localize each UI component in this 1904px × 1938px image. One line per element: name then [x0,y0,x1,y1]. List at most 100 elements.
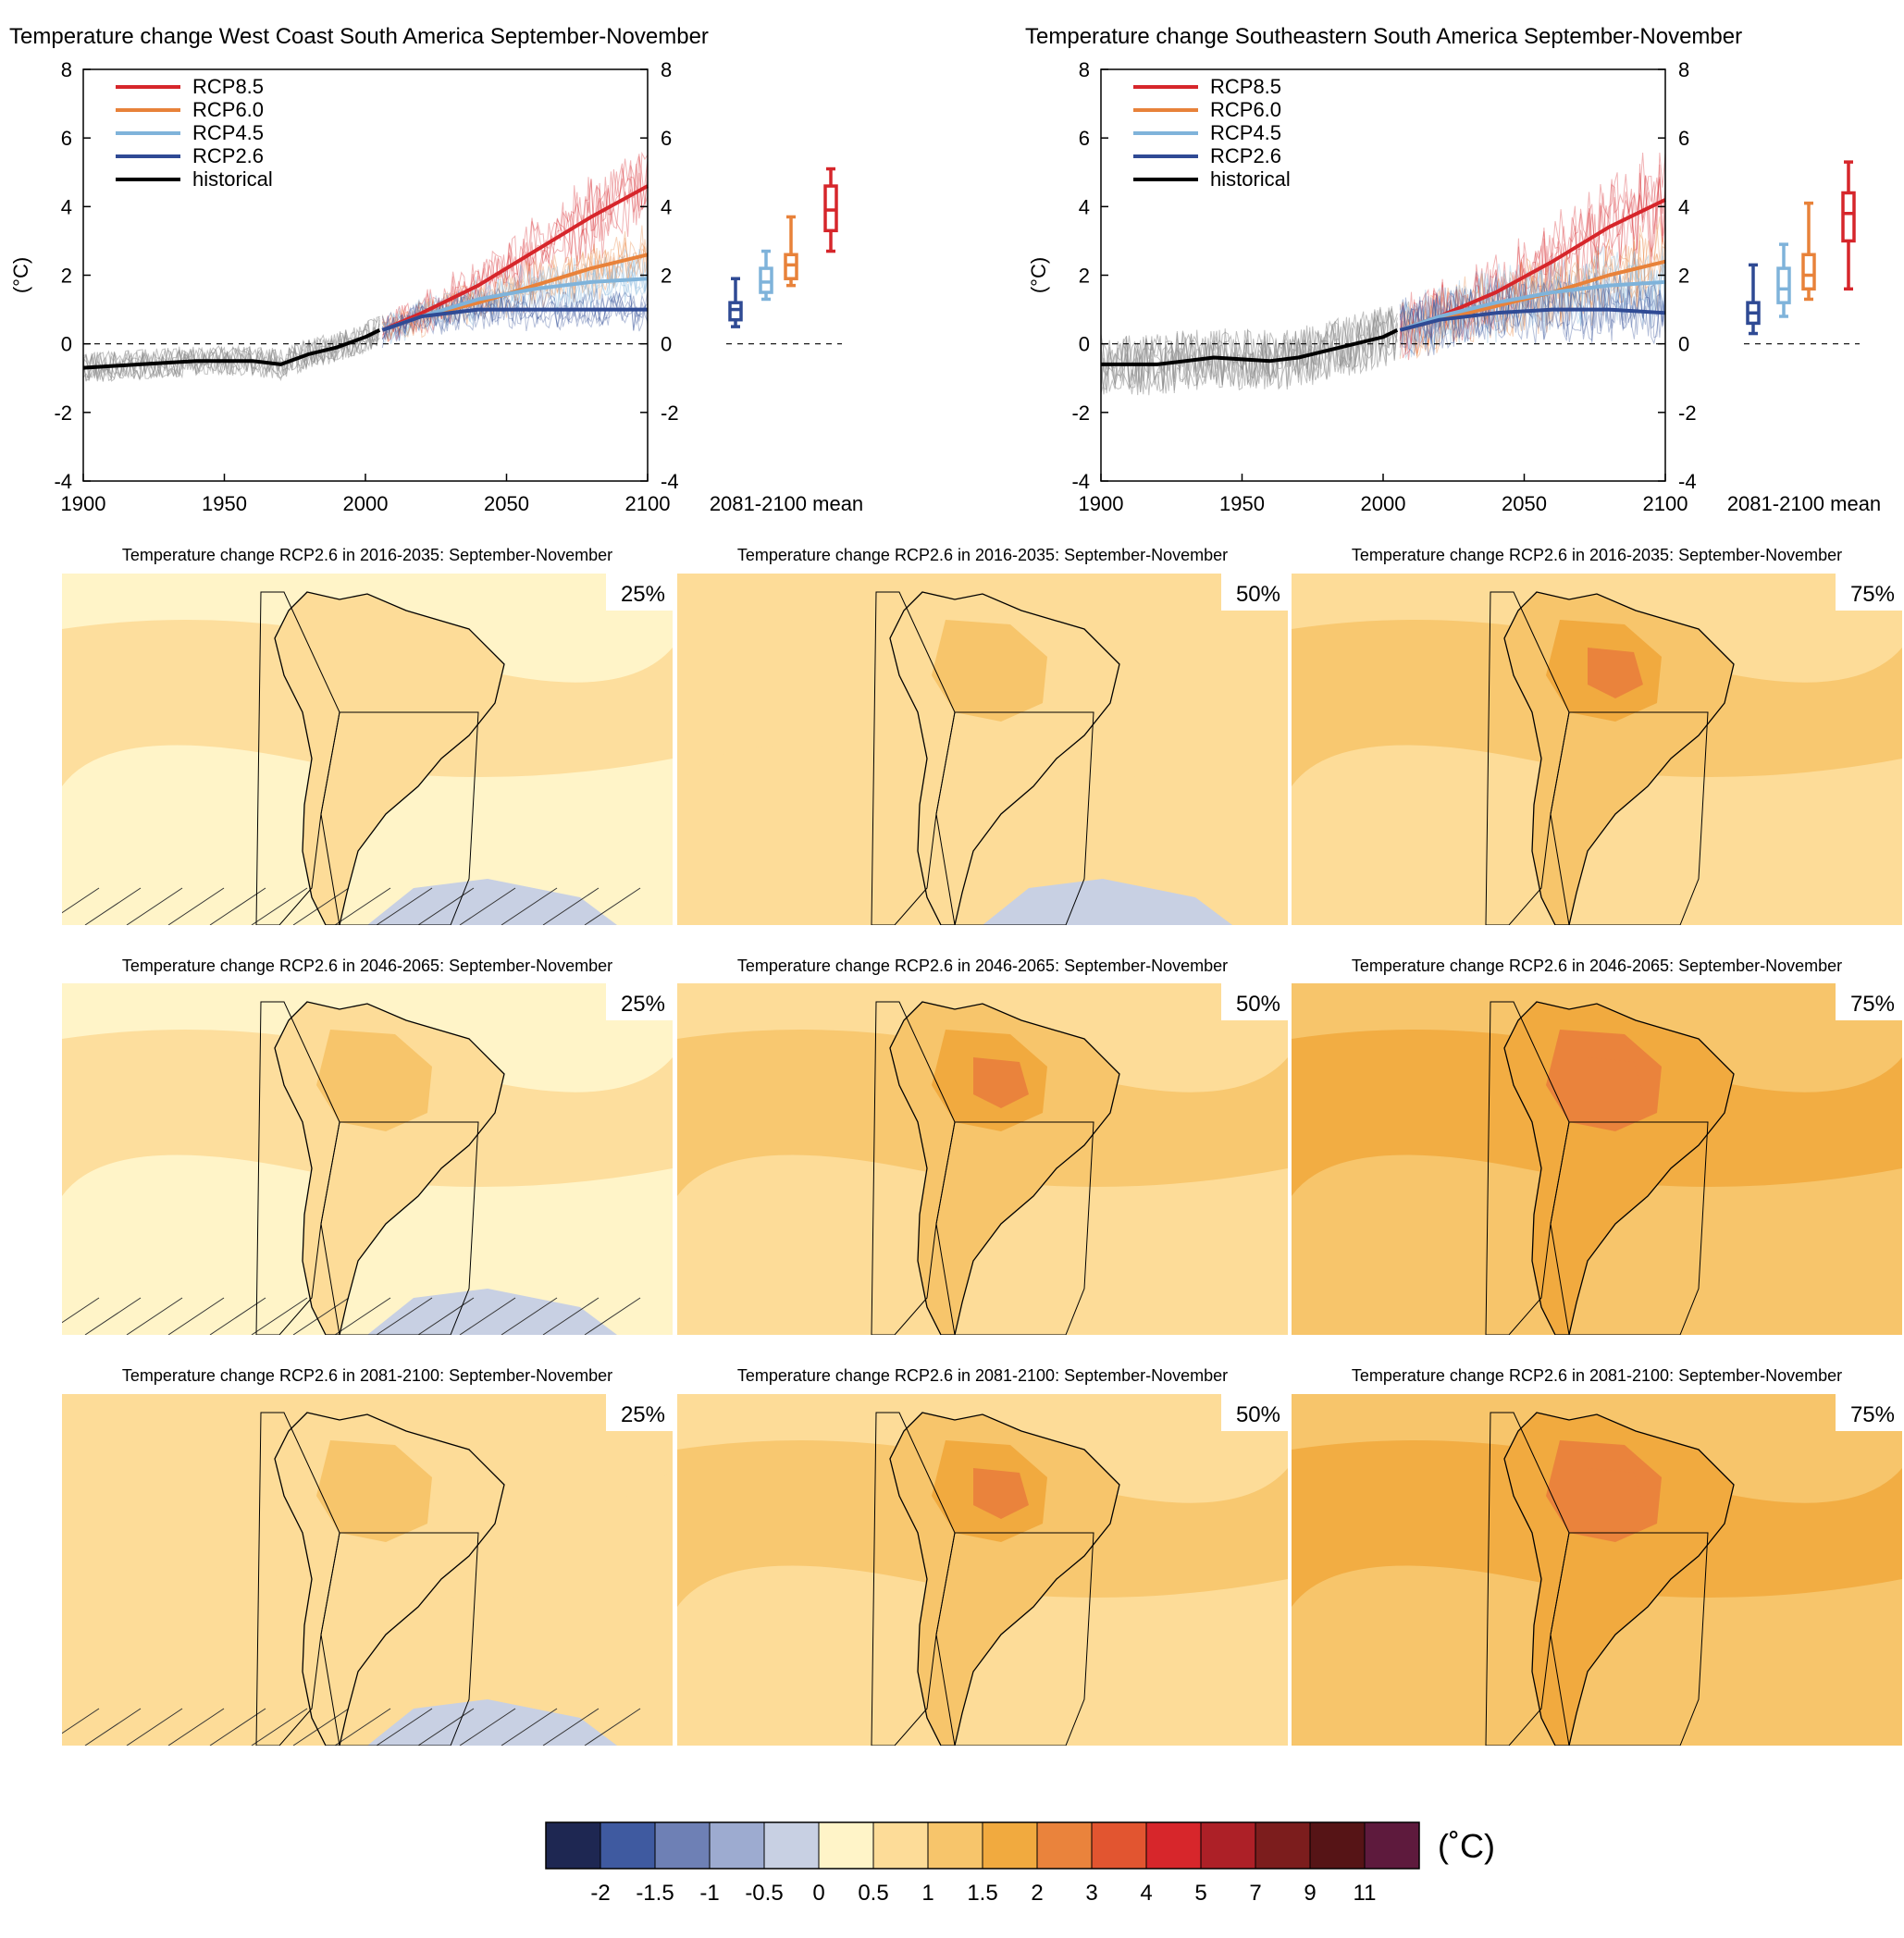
y-tick-label: 2 [61,265,72,288]
percentile-box [1836,574,1902,611]
map-core-field [316,1440,432,1542]
right-y-tick-label: 8 [1678,58,1689,81]
hatch-line [376,887,433,925]
map-hatching [62,887,641,925]
ensemble-member-rcp85 [381,154,649,339]
right-y-tick-label: -4 [1678,470,1697,493]
series-line-rcp26 [381,307,648,332]
region-west-coast-outline [871,591,956,925]
x-tick-label: 2050 [1502,492,1547,515]
hatch-line [417,1708,475,1746]
historical-ensemble-member [1100,311,1398,391]
colorbar-swatch [927,1821,983,1870]
hatch-line [167,1708,225,1746]
ensemble-member-rcp60 [1399,225,1666,360]
map-panel: 75% [1292,574,1902,925]
colorbar-swatch [872,1821,929,1870]
box-body [1841,191,1856,243]
colorbar-swatch [1200,1821,1256,1870]
colorbar-label: -1 [699,1881,719,1906]
hatch-line [542,887,600,925]
boxplot-rcp45 [1776,242,1791,318]
hatch-line [126,1708,183,1746]
colorbar-frame [545,1821,1420,1870]
colorbar-swatch [545,1821,601,1870]
percentile-box [1836,983,1902,1020]
right-y-tick-label: 2 [1678,265,1689,288]
legend-label: RCP6.0 [192,98,264,121]
map-hot-field [973,1057,1029,1108]
hatch-line [417,1297,475,1335]
series-line-rcp26 [1399,307,1666,332]
percentile-box [606,1394,673,1431]
right-y-tick-label: 8 [661,58,672,81]
x-tick-label: 1950 [1219,492,1265,515]
map-title: Temperature change RCP2.6 in 2046-2065: … [736,957,1229,975]
legend-label: RCP2.6 [1210,144,1281,167]
legend-label: historical [1210,167,1291,191]
legend-label: RCP8.5 [1210,75,1281,98]
region-southeastern-outline [320,1532,479,1746]
x-tick-label: 1900 [61,492,106,515]
region-west-coast-outline [1485,591,1570,925]
plot-frame [1100,68,1666,482]
right-y-tick-label: -2 [661,401,679,425]
colorbar-label: -0.5 [745,1881,783,1906]
map-cool-field [367,1699,617,1746]
region-southeastern-outline [935,1532,1094,1746]
percentile-box [606,983,673,1020]
box-body [1776,266,1791,304]
map-core-field [932,620,1047,722]
y-tick-label: 6 [1079,127,1090,150]
hatch-line [62,887,100,914]
colorbar-label: -1.5 [636,1881,674,1906]
historical-ensemble-member [82,316,380,382]
colorbar-swatch [709,1821,765,1870]
ensemble-member-rcp85 [382,156,649,342]
hatch-line [334,1297,391,1335]
colorbar-swatch [1255,1821,1311,1870]
hatch-line [334,887,391,925]
ensemble-member-rcp85 [381,163,649,340]
colorbar-swatch [600,1821,656,1870]
colorbar-label: 1.5 [967,1881,997,1906]
hatch-line [84,887,142,925]
coastline [1503,1412,1735,1746]
map-hot-field [973,1468,1029,1519]
y-tick-label: -2 [54,401,72,425]
boxplot-rcp26 [1746,263,1761,336]
ensemble-member-rcp45 [1399,250,1666,360]
ensemble-member-rcp26 [1399,274,1666,357]
right-y-tick-label: 6 [661,127,672,150]
colorbar-label: 11 [1354,1881,1377,1906]
map-panel: 50% [677,1394,1288,1746]
right-y-tick-label: 4 [661,195,672,218]
hatch-line [542,1297,600,1335]
coastline [1503,591,1735,925]
map-title: Temperature change RCP2.6 in 2016-2035: … [736,546,1229,564]
ensemble-member-rcp60 [1399,224,1666,359]
ensemble-member-rcp45 [381,252,649,346]
ensemble-member-rcp26 [1399,272,1666,348]
y-tick-label: -4 [1071,470,1090,493]
hatch-line [376,1297,433,1335]
colorbar-label: 1 [921,1881,933,1906]
percentile-label: 25% [621,992,665,1017]
timeseries-chart-west-coast: 1900 1950 2000 2050 2100-4-202468-4-202468(°… [9,58,863,515]
y-tick-label: 0 [1079,333,1090,356]
hatch-line [62,1297,100,1324]
ensemble-member-rcp26 [1399,274,1666,349]
chart-2-title: Temperature change Southeastern South Am… [1025,24,1743,49]
hatch-line [501,1708,558,1746]
x-tick-label: 2000 [1361,492,1406,515]
y-tick-label: 0 [61,333,72,356]
map-hatching [62,1297,641,1335]
colorbar-swatch [1364,1821,1420,1870]
ensemble-member-rcp45 [381,249,649,341]
hatch-line [126,887,183,925]
x-tick-label: 2100 [625,492,671,515]
map-title: Temperature change RCP2.6 in 2016-2035: … [121,546,613,564]
boxplot-rcp85 [823,167,838,253]
ensemble-member-rcp85 [1399,172,1666,356]
chart-1-title: Temperature change West Coast South Amer… [9,24,709,49]
